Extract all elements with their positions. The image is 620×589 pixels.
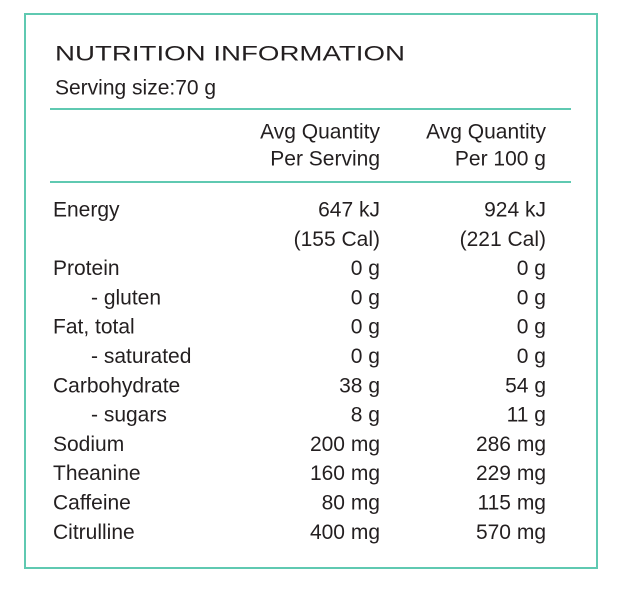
row-label: Theanine xyxy=(53,462,141,485)
row-label: Caffeine xyxy=(53,492,131,515)
cell-value: 54 g xyxy=(505,374,546,397)
cell-value: 0 g xyxy=(351,286,380,309)
cell-value: 115 mg xyxy=(478,492,547,515)
cell-value: 160 mg xyxy=(310,462,380,485)
row-label: Fat, total xyxy=(53,316,135,339)
cell-value: 286 mg xyxy=(476,433,546,456)
cell-value: 0 g xyxy=(517,345,546,368)
cell-value: 229 mg xyxy=(476,462,546,485)
serving-size: Serving size:70 g xyxy=(55,77,216,100)
cell-value: (155 Cal) xyxy=(294,228,380,251)
cell-value: 80 mg xyxy=(322,492,380,515)
row-label: - gluten xyxy=(91,286,161,309)
row-label: - sugars xyxy=(91,404,167,427)
row-label: Energy xyxy=(53,199,120,222)
row-label: Sodium xyxy=(53,433,124,456)
row-label: Protein xyxy=(53,257,120,280)
cell-value: 0 g xyxy=(351,316,380,339)
cell-value: 400 mg xyxy=(310,521,380,544)
cell-value: 570 mg xyxy=(476,521,546,544)
column-header: Per Serving xyxy=(270,148,380,171)
cell-value: 200 mg xyxy=(310,433,380,456)
cell-value: 924 kJ xyxy=(484,199,546,222)
cell-value: 11 g xyxy=(507,404,546,427)
cell-value: 0 g xyxy=(351,345,380,368)
cell-value: 0 g xyxy=(517,286,546,309)
row-label: Citrulline xyxy=(53,521,135,544)
cell-value: 0 g xyxy=(351,257,380,280)
title: NUTRITION INFORMATION xyxy=(55,43,405,66)
column-header: Avg Quantity xyxy=(260,121,380,144)
column-header: Per 100 g xyxy=(455,148,546,171)
panel-border xyxy=(24,13,598,569)
cell-value: 0 g xyxy=(517,316,546,339)
row-label: Carbohydrate xyxy=(53,374,180,397)
cell-value: 0 g xyxy=(517,257,546,280)
cell-value: 647 kJ xyxy=(318,199,380,222)
column-header: Avg Quantity xyxy=(426,121,546,144)
row-label: - saturated xyxy=(91,345,191,368)
cell-value: 38 g xyxy=(339,374,380,397)
cell-value: 8 g xyxy=(351,404,380,427)
cell-value: (221 Cal) xyxy=(460,228,546,251)
